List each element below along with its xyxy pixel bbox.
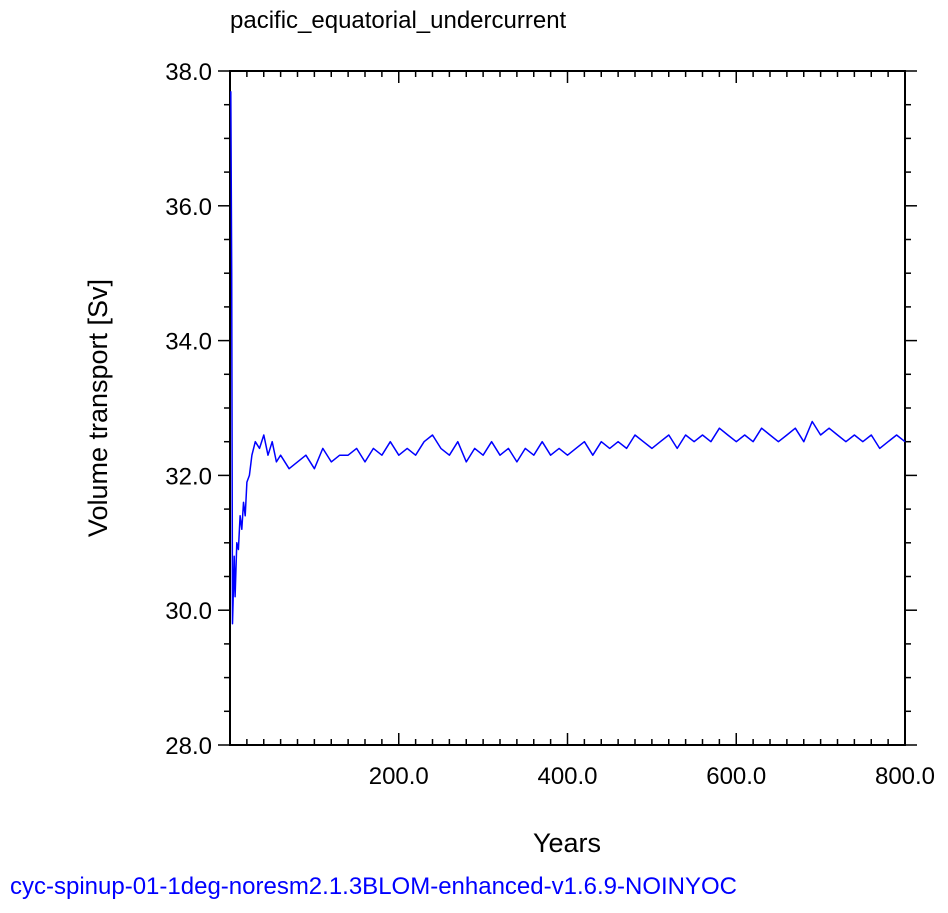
x-tick-label: 800.0 — [875, 763, 935, 790]
plot-frame — [229, 70, 906, 746]
y-tick-label: 28.0 — [165, 733, 212, 760]
x-tick-label: 400.0 — [537, 763, 597, 790]
y-tick-label: 32.0 — [165, 463, 212, 490]
plot-area: 200.0 400.0 600.0 800.0 28.0 30.0 32.0 34.0 36.0… — [165, 59, 935, 790]
y-axis-label: Volume transport [Sv] — [83, 279, 113, 537]
y-tick-label: 30.0 — [165, 598, 212, 625]
data-series-line — [230, 91, 906, 625]
x-tick-label: 600.0 — [706, 763, 766, 790]
y-tick-label: 38.0 — [165, 59, 212, 86]
y-tick-label: 36.0 — [165, 194, 212, 221]
chart-title: pacific_equatorial_undercurrent — [230, 7, 567, 34]
x-tick-label: 200.0 — [369, 763, 429, 790]
x-axis-label: Years — [533, 828, 601, 858]
y-tick-label: 34.0 — [165, 329, 212, 356]
run-name-label: cyc-spinup-01-1deg-noresm2.1.3BLOM-enhan… — [10, 873, 737, 900]
